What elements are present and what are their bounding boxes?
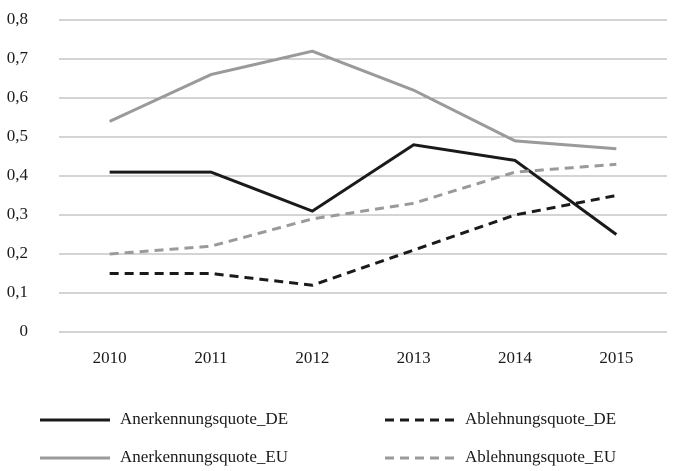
legend-label: Anerkennungsquote_DE xyxy=(120,409,288,428)
y-tick-label: 0,2 xyxy=(7,243,28,262)
series-line xyxy=(109,49,617,151)
series-line xyxy=(109,162,617,256)
legend-label: Ablehnungsquote_EU xyxy=(465,447,616,466)
y-tick-label: 0,1 xyxy=(7,282,28,301)
series-line xyxy=(109,194,617,287)
y-tick-label: 0,5 xyxy=(7,126,28,145)
legend-label: Ablehnungsquote_DE xyxy=(465,409,616,428)
x-tick-label: 2015 xyxy=(599,348,633,367)
y-tick-label: 0,4 xyxy=(7,165,29,184)
x-tick-label: 2013 xyxy=(397,348,431,367)
y-tick-label: 0,7 xyxy=(7,48,29,67)
series-line xyxy=(109,143,618,236)
y-tick-label: 0,3 xyxy=(7,204,28,223)
y-tick-label: 0,6 xyxy=(7,87,28,106)
legend-label: Anerkennungsquote_EU xyxy=(120,447,288,466)
x-tick-label: 2011 xyxy=(194,348,227,367)
x-tick-label: 2014 xyxy=(498,348,533,367)
x-tick-label: 2010 xyxy=(93,348,127,367)
y-tick-label: 0,8 xyxy=(7,9,28,28)
x-tick-label: 2012 xyxy=(295,348,329,367)
y-tick-label: 0 xyxy=(20,321,29,340)
